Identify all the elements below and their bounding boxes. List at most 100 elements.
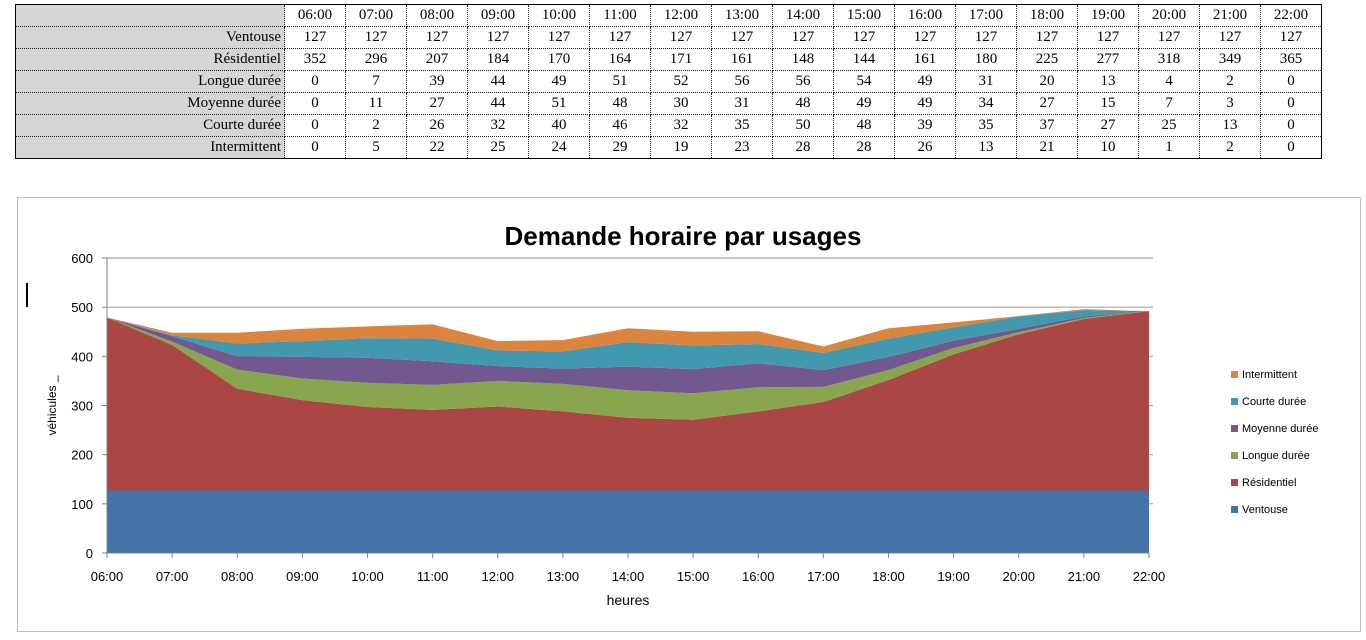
- x-tick-label: 09:00: [286, 569, 319, 584]
- table-cell: 13: [955, 136, 1017, 159]
- area-series-2: [107, 311, 1149, 420]
- table-cell: 29: [589, 136, 651, 159]
- table-row: Longue durée 0 7 39 44 49 51 52 56 56 54 49 31 20 13 4 2…: [15, 70, 1322, 93]
- table-cell: 127: [955, 26, 1017, 49]
- table-cell: 161: [894, 48, 956, 71]
- table-cell: 148: [772, 48, 834, 71]
- table-cell: 7: [345, 70, 407, 93]
- table-cell: 171: [650, 48, 712, 71]
- table-cell: 26: [894, 136, 956, 159]
- table-cell: 37: [1016, 114, 1078, 137]
- table-cell: 48: [772, 92, 834, 115]
- y-tick-label: 600: [71, 251, 93, 266]
- table-cell: 40: [528, 114, 590, 137]
- legend-swatch: [1231, 506, 1238, 513]
- area-series-1: [107, 311, 1149, 491]
- table-cell: 0: [284, 70, 346, 93]
- table-corner-cell: [15, 4, 285, 27]
- table-row-label: Ventouse: [15, 26, 285, 49]
- table-hour-header: 12:00: [650, 4, 712, 27]
- table-cell: 164: [589, 48, 651, 71]
- table-hour-header: 06:00: [284, 4, 346, 27]
- y-axis-label: véhicules _: [45, 375, 59, 435]
- table-cell: 349: [1199, 48, 1261, 71]
- table-cell: 25: [467, 136, 529, 159]
- table-cell: 0: [1260, 92, 1322, 115]
- y-tick-label: 200: [71, 448, 93, 463]
- table-header-row: 06:00 07:00 08:00 09:00 10:00 11:00 12:00 13:00…: [15, 4, 1322, 27]
- table-hour-header: 18:00: [1016, 4, 1078, 27]
- table-cell: 184: [467, 48, 529, 71]
- table-cell: 44: [467, 92, 529, 115]
- area-series-3: [107, 311, 1149, 394]
- table-cell: 32: [467, 114, 529, 137]
- chart-title: Demande horaire par usages: [505, 221, 862, 251]
- y-tick-label: 0: [86, 546, 93, 561]
- table-row-label: Résidentiel: [15, 48, 285, 71]
- table-cell: 3: [1199, 92, 1261, 115]
- table-cell: 34: [955, 92, 1017, 115]
- table-hour-header: 21:00: [1199, 4, 1261, 27]
- x-tick-label: 07:00: [156, 569, 189, 584]
- table-cell: 127: [1016, 26, 1078, 49]
- table-hour-header: 19:00: [1077, 4, 1139, 27]
- table-cell: 52: [650, 70, 712, 93]
- table-cell: 30: [650, 92, 712, 115]
- table-cell: 318: [1138, 48, 1200, 71]
- table-cell: 0: [284, 114, 346, 137]
- table-cell: 54: [833, 70, 895, 93]
- table-cell: 25: [1138, 114, 1200, 137]
- legend-swatch: [1231, 398, 1238, 405]
- legend-label: Moyenne durée: [1242, 423, 1318, 435]
- table-cell: 296: [345, 48, 407, 71]
- table-cell: 7: [1138, 92, 1200, 115]
- table-row: Moyenne durée 0 11 27 44 51 48 30 31 48 49 49 34 27 15…: [15, 92, 1322, 115]
- table-cell: 0: [1260, 136, 1322, 159]
- table-cell: 49: [833, 92, 895, 115]
- table-cell: 51: [589, 70, 651, 93]
- table-cell: 0: [1260, 114, 1322, 137]
- table-cell: 28: [772, 136, 834, 159]
- x-tick-label: 12:00: [481, 569, 514, 584]
- table-hour-header: 09:00: [467, 4, 529, 27]
- table-cell: 49: [894, 92, 956, 115]
- table-cell: 39: [406, 70, 468, 93]
- table-cell: 50: [772, 114, 834, 137]
- table-cell: 31: [711, 92, 773, 115]
- table-cell: 127: [894, 26, 956, 49]
- x-tick-label: 19:00: [937, 569, 970, 584]
- table-cell: 19: [650, 136, 712, 159]
- table-cell: 127: [711, 26, 773, 49]
- table-row: Résidentiel 352 296 207 184 170 164 171 161 148 14…: [15, 48, 1322, 71]
- table-cell: 161: [711, 48, 773, 71]
- data-table: 06:00 07:00 08:00 09:00 10:00 11:00 12:00 13:00…: [15, 4, 1322, 159]
- table-cell: 51: [528, 92, 590, 115]
- area-series-0: [107, 490, 1149, 553]
- axes: 0 100 200 300 400 500 600 06:00 07:00 08:00 09:00 1…: [71, 251, 1165, 584]
- legend-swatch: [1231, 425, 1238, 432]
- table-cell: 49: [528, 70, 590, 93]
- table-cell: 127: [650, 26, 712, 49]
- table-cell: 21: [1016, 136, 1078, 159]
- table-cell: 2: [1199, 136, 1261, 159]
- table-cell: 127: [406, 26, 468, 49]
- y-tick-label: 100: [71, 497, 93, 512]
- table-cell: 207: [406, 48, 468, 71]
- table-cell: 56: [772, 70, 834, 93]
- table-hour-header: 15:00: [833, 4, 895, 27]
- table-cell: 127: [1260, 26, 1322, 49]
- table-cell: 28: [833, 136, 895, 159]
- table-cell: 1: [1138, 136, 1200, 159]
- table-cell: 180: [955, 48, 1017, 71]
- table-hour-header: 13:00: [711, 4, 773, 27]
- table-cell: 48: [833, 114, 895, 137]
- y-tick-label: 500: [71, 300, 93, 315]
- table-cell: 127: [284, 26, 346, 49]
- table-cell: 11: [345, 92, 407, 115]
- x-tick-label: 17:00: [807, 569, 840, 584]
- x-tick-label: 14:00: [612, 569, 645, 584]
- x-tick-label: 21:00: [1068, 569, 1101, 584]
- table-cell: 127: [833, 26, 895, 49]
- table-cell: 365: [1260, 48, 1322, 71]
- x-tick-label: 10:00: [351, 569, 384, 584]
